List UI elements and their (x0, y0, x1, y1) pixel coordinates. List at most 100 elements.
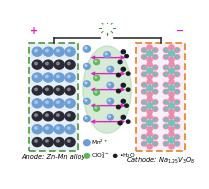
Circle shape (67, 101, 70, 104)
Circle shape (121, 83, 125, 87)
FancyBboxPatch shape (136, 43, 185, 151)
Circle shape (147, 62, 152, 67)
Circle shape (163, 124, 168, 129)
Text: •H$_2$O: •H$_2$O (119, 151, 136, 160)
Circle shape (169, 62, 174, 67)
Circle shape (67, 49, 70, 52)
Circle shape (32, 125, 42, 134)
Circle shape (65, 47, 75, 56)
Circle shape (143, 136, 145, 138)
Circle shape (165, 49, 167, 51)
Circle shape (67, 127, 70, 129)
Circle shape (54, 86, 64, 95)
Circle shape (56, 140, 59, 142)
Circle shape (143, 56, 145, 58)
Circle shape (65, 99, 75, 108)
Circle shape (147, 109, 152, 114)
Circle shape (116, 89, 120, 93)
Circle shape (35, 101, 37, 104)
Circle shape (175, 100, 180, 105)
Circle shape (108, 67, 111, 69)
Circle shape (85, 82, 87, 84)
Circle shape (141, 107, 147, 111)
Circle shape (141, 117, 147, 122)
Circle shape (147, 103, 153, 108)
Circle shape (175, 117, 180, 122)
Circle shape (54, 125, 64, 134)
Circle shape (43, 99, 53, 108)
Circle shape (56, 49, 59, 52)
Circle shape (147, 114, 152, 119)
Circle shape (163, 100, 168, 105)
Circle shape (65, 138, 75, 147)
Circle shape (32, 112, 42, 121)
Text: +: + (30, 26, 38, 36)
Circle shape (95, 60, 97, 62)
Circle shape (35, 114, 37, 116)
Circle shape (118, 121, 122, 125)
Circle shape (121, 115, 125, 119)
Circle shape (165, 118, 167, 121)
Circle shape (169, 114, 174, 119)
Circle shape (35, 88, 37, 91)
Circle shape (176, 136, 178, 138)
Circle shape (176, 108, 178, 110)
Circle shape (153, 72, 158, 77)
Circle shape (67, 62, 70, 65)
Circle shape (116, 73, 120, 77)
Circle shape (147, 144, 152, 149)
Circle shape (153, 89, 158, 94)
Circle shape (35, 75, 37, 78)
Circle shape (153, 135, 158, 139)
Circle shape (94, 90, 99, 95)
Circle shape (165, 73, 167, 75)
Circle shape (168, 68, 175, 74)
Circle shape (67, 114, 70, 116)
Circle shape (141, 65, 147, 70)
Circle shape (147, 51, 153, 56)
Circle shape (65, 112, 75, 121)
Circle shape (169, 57, 174, 62)
Circle shape (46, 140, 48, 142)
Circle shape (54, 47, 64, 56)
Circle shape (67, 75, 70, 78)
Circle shape (154, 143, 157, 145)
Circle shape (147, 45, 152, 50)
Circle shape (94, 106, 99, 111)
Circle shape (168, 85, 175, 91)
Circle shape (143, 49, 145, 51)
Circle shape (154, 49, 157, 51)
Circle shape (154, 56, 157, 58)
Circle shape (65, 60, 75, 69)
Circle shape (163, 135, 168, 139)
Circle shape (46, 62, 48, 65)
Circle shape (169, 92, 174, 97)
Circle shape (176, 84, 178, 86)
Circle shape (141, 72, 147, 77)
Circle shape (165, 125, 167, 128)
Circle shape (147, 120, 153, 126)
Circle shape (84, 64, 90, 69)
Circle shape (169, 80, 174, 84)
Circle shape (176, 101, 178, 103)
Circle shape (104, 52, 110, 58)
Circle shape (175, 65, 180, 70)
Circle shape (121, 50, 125, 54)
Circle shape (65, 86, 75, 95)
Circle shape (147, 92, 152, 97)
Circle shape (32, 60, 42, 69)
Circle shape (165, 136, 167, 138)
Circle shape (43, 112, 53, 121)
Circle shape (107, 82, 114, 88)
Circle shape (163, 48, 168, 52)
Circle shape (163, 72, 168, 77)
Circle shape (147, 57, 152, 62)
Circle shape (169, 144, 174, 149)
Circle shape (143, 66, 145, 69)
Circle shape (176, 66, 178, 69)
Circle shape (165, 101, 167, 103)
Circle shape (35, 49, 37, 52)
Circle shape (56, 75, 59, 78)
Circle shape (153, 48, 158, 52)
Circle shape (46, 49, 48, 52)
